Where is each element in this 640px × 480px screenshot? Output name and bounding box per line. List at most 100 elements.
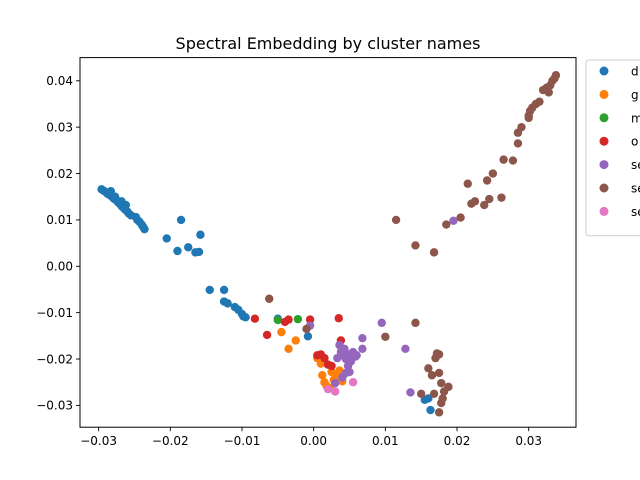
data-point-series-2 bbox=[293, 314, 303, 324]
data-point-series-5 bbox=[416, 389, 426, 399]
x-axis: −0.03 −0.02 −0.01 0.00 0.01 0.02 0.03 bbox=[80, 427, 542, 448]
legend-marker bbox=[599, 183, 609, 193]
x-tick-label: 0.01 bbox=[372, 434, 399, 448]
data-point-series-4 bbox=[377, 318, 386, 328]
data-point-series-5 bbox=[535, 97, 544, 106]
data-point-series-5 bbox=[429, 248, 439, 257]
data-point-series-4 bbox=[358, 344, 367, 354]
data-point-series-5 bbox=[302, 324, 311, 334]
data-point-series-5 bbox=[482, 176, 492, 185]
data-point-series-4 bbox=[449, 216, 458, 226]
data-point-series-5 bbox=[434, 368, 444, 378]
data-point-series-0 bbox=[121, 200, 131, 210]
data-point-series-0 bbox=[162, 234, 171, 243]
data-point-series-0 bbox=[173, 246, 182, 256]
data-point-series-5 bbox=[444, 382, 453, 392]
data-point-series-6 bbox=[330, 387, 340, 396]
y-tick-label: 0.00 bbox=[46, 260, 73, 274]
x-tick-label: −0.03 bbox=[80, 434, 117, 448]
data-point-series-5 bbox=[411, 241, 420, 250]
x-tick-label: −0.01 bbox=[224, 434, 261, 448]
data-point-series-5 bbox=[551, 71, 561, 80]
data-point-series-3 bbox=[250, 314, 260, 323]
y-tick-label: −0.01 bbox=[36, 306, 73, 320]
data-point-series-0 bbox=[303, 332, 313, 341]
data-point-series-0 bbox=[184, 243, 193, 252]
y-tick-label: 0.01 bbox=[46, 213, 73, 227]
data-point-series-0 bbox=[196, 230, 205, 239]
x-tick-label: 0.03 bbox=[515, 434, 542, 448]
data-point-series-4 bbox=[406, 388, 415, 397]
data-point-series-3 bbox=[327, 361, 336, 371]
data-point-series-4 bbox=[358, 333, 367, 343]
data-point-series-5 bbox=[480, 200, 489, 210]
data-point-series-0 bbox=[205, 285, 214, 295]
data-point-series-5 bbox=[508, 156, 518, 165]
data-point-series-1 bbox=[318, 371, 327, 380]
data-point-series-5 bbox=[265, 294, 274, 303]
legend-marker bbox=[599, 160, 609, 170]
y-tick-label: 0.03 bbox=[46, 120, 73, 134]
data-point-series-4 bbox=[330, 378, 340, 388]
data-point-series-5 bbox=[424, 364, 433, 373]
data-point-series-0 bbox=[241, 313, 250, 322]
data-point-series-5 bbox=[470, 197, 480, 206]
data-point-series-0 bbox=[223, 299, 232, 308]
data-point-series-6 bbox=[323, 384, 333, 394]
legend-label: se bbox=[631, 205, 640, 219]
data-point-series-3 bbox=[305, 315, 315, 324]
chart-title: Spectral Embedding by cluster names bbox=[176, 34, 481, 53]
data-point-series-5 bbox=[517, 122, 526, 132]
data-point-series-3 bbox=[284, 315, 293, 324]
data-point-series-5 bbox=[499, 155, 508, 164]
data-point-series-5 bbox=[438, 394, 447, 403]
legend-label: se bbox=[631, 158, 640, 172]
data-point-series-6 bbox=[348, 378, 358, 387]
data-point-series-2 bbox=[273, 315, 283, 325]
data-point-series-5 bbox=[434, 408, 444, 417]
data-point-series-5 bbox=[381, 332, 390, 341]
data-point-series-5 bbox=[544, 88, 553, 97]
legend-marker bbox=[599, 113, 609, 123]
data-point-series-0 bbox=[140, 224, 149, 234]
legend-label: d bbox=[631, 65, 639, 79]
data-point-series-1 bbox=[291, 336, 300, 345]
data-point-series-4 bbox=[345, 367, 354, 377]
data-point-series-3 bbox=[320, 353, 329, 363]
legend-box bbox=[585, 59, 640, 237]
data-point-series-1 bbox=[277, 327, 286, 337]
legend-marker bbox=[599, 206, 609, 216]
data-point-series-5 bbox=[513, 139, 523, 148]
legend-label: o bbox=[631, 135, 638, 149]
data-point-series-5 bbox=[434, 350, 444, 359]
data-point-series-0 bbox=[424, 394, 433, 403]
data-point-series-0 bbox=[219, 285, 229, 295]
data-point-series-4 bbox=[352, 351, 361, 360]
plot-area-frame bbox=[79, 57, 577, 428]
legend-marker bbox=[599, 66, 609, 76]
y-tick-label: −0.02 bbox=[36, 352, 73, 366]
data-point-series-4 bbox=[340, 344, 349, 354]
data-point-series-5 bbox=[427, 371, 437, 380]
legend-label: g bbox=[631, 88, 639, 102]
data-point-series-5 bbox=[411, 318, 420, 328]
legend-label: se bbox=[631, 182, 640, 196]
data-point-series-5 bbox=[497, 193, 506, 202]
data-point-series-1 bbox=[284, 344, 293, 354]
y-tick-label: −0.03 bbox=[36, 399, 73, 413]
data-point-series-0 bbox=[110, 192, 120, 201]
y-axis: −0.03 −0.02 −0.01 0.00 0.01 0.02 0.03 0.04 bbox=[36, 74, 80, 413]
y-tick-label: 0.02 bbox=[46, 167, 73, 181]
x-tick-label: 0.02 bbox=[444, 434, 471, 448]
data-point-series-3 bbox=[262, 330, 272, 340]
data-point-series-5 bbox=[442, 220, 451, 229]
points-layer bbox=[97, 71, 561, 417]
data-point-series-5 bbox=[391, 215, 401, 225]
x-tick-label: −0.02 bbox=[152, 434, 189, 448]
x-tick-label: 0.00 bbox=[300, 434, 327, 448]
legend-label: m bbox=[631, 111, 640, 125]
data-point-series-0 bbox=[426, 405, 435, 415]
data-point-series-5 bbox=[429, 389, 439, 399]
